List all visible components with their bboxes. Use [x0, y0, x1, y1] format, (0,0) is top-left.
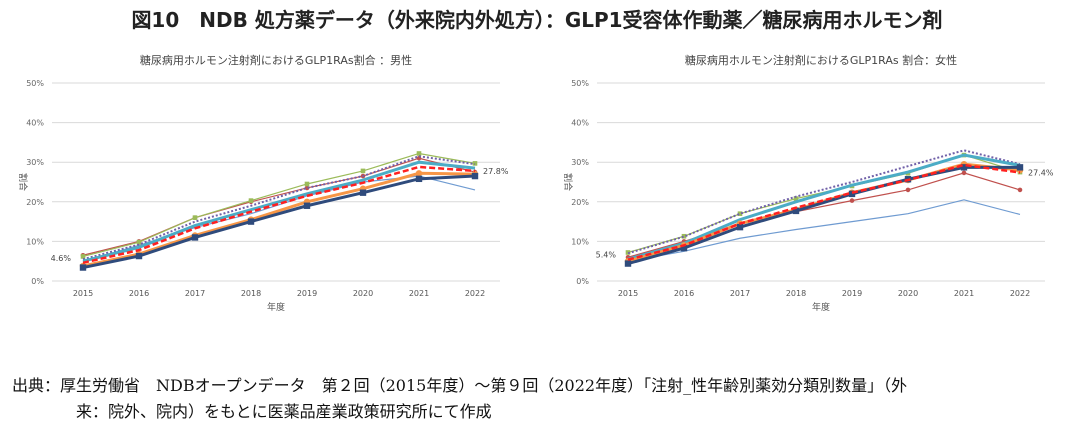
- source-line-1: 出典：厚生労働省 NDBオープンデータ 第２回（2015年度）〜第９回（2022…: [12, 376, 908, 395]
- data-point: [247, 218, 255, 225]
- chart-title: 糖尿病用ホルモン注射剤におけるGLP1RAs割合 ：男性: [140, 53, 412, 67]
- x-tick-label: 2021: [409, 289, 429, 298]
- y-tick-label: 40%: [26, 119, 44, 128]
- series-line: [82, 165, 476, 265]
- series-line: [627, 165, 1020, 266]
- data-point: [905, 187, 911, 193]
- series-line: [627, 199, 1021, 262]
- data-point: [624, 260, 632, 267]
- x-tick-label: 2022: [1010, 289, 1030, 298]
- data-point: [849, 198, 855, 203]
- data-point: [681, 233, 687, 239]
- y-axis-label: 割合: [17, 173, 29, 191]
- y-tick-label: 0%: [576, 277, 589, 286]
- series-line: [82, 155, 476, 261]
- data-point: [80, 254, 86, 259]
- x-tick-label: 2017: [185, 289, 205, 298]
- x-tick-label: 2021: [954, 289, 974, 298]
- y-tick-label: 50%: [26, 79, 44, 88]
- source-line-2: 来：院外、院内）をもとに医薬品産業政策研究所にて作成: [76, 402, 492, 421]
- data-point: [136, 239, 142, 245]
- y-axis-label: 割合: [562, 173, 574, 191]
- data-point: [471, 172, 479, 180]
- series-line: [82, 152, 476, 258]
- data-point: [848, 190, 856, 198]
- data-point: [960, 164, 968, 171]
- series-line: [82, 174, 476, 270]
- data-label-end: 27.4%: [1028, 168, 1054, 177]
- data-point: [736, 223, 744, 231]
- data-point: [248, 198, 254, 203]
- series-line: [82, 171, 476, 268]
- series-line: [627, 153, 1021, 261]
- x-tick-label: 2016: [129, 289, 149, 298]
- x-tick-label: 2017: [730, 289, 750, 298]
- series-line: [82, 160, 476, 263]
- y-tick-label: 30%: [571, 158, 589, 167]
- data-point: [415, 175, 423, 183]
- x-tick-label: 2019: [297, 289, 317, 298]
- data-label-end: 27.8%: [483, 167, 509, 176]
- x-tick-label: 2020: [353, 289, 373, 298]
- data-point: [680, 244, 688, 252]
- y-tick-label: 0%: [31, 277, 44, 286]
- data-point: [416, 151, 422, 156]
- data-label-start: 4.6%: [51, 254, 72, 263]
- x-tick-label: 2015: [618, 289, 638, 298]
- x-axis-label: 年度: [267, 301, 285, 313]
- data-point: [304, 181, 310, 187]
- data-point: [191, 234, 199, 241]
- series-line: [627, 163, 1021, 261]
- series-line: [82, 175, 476, 262]
- chart-female: 糖尿病用ホルモン注射剤におけるGLP1RAs 割合：女性 0% 10% 20% 30% 4…: [562, 53, 1054, 313]
- data-point: [1017, 187, 1023, 193]
- data-point: [1016, 164, 1024, 171]
- x-tick-label: 2022: [465, 289, 485, 298]
- data-point: [135, 252, 143, 260]
- x-tick-label: 2016: [674, 289, 694, 298]
- data-point: [359, 189, 367, 196]
- data-point: [961, 170, 967, 176]
- data-label-start: 5.4%: [596, 251, 617, 260]
- y-tick-label: 20%: [571, 198, 589, 207]
- figure-title: 図10 NDB 処方薬データ（外来院内外処方）：GLP1受容体作動薬／糖尿病用ホ…: [131, 8, 943, 32]
- data-point: [792, 207, 800, 215]
- y-tick-label: 40%: [571, 119, 589, 128]
- series-line: [627, 149, 1021, 255]
- x-tick-label: 2015: [73, 289, 93, 298]
- y-tick-label: 20%: [26, 198, 44, 207]
- y-tick-label: 30%: [26, 158, 44, 167]
- data-point: [303, 202, 311, 209]
- y-tick-label: 50%: [571, 79, 589, 88]
- data-point: [793, 196, 799, 201]
- chart-male: 糖尿病用ホルモン注射剤におけるGLP1RAs割合 ：男性 0% 10% 20% 30% 4…: [17, 53, 509, 313]
- x-axis-label: 年度: [812, 301, 830, 313]
- x-tick-label: 2018: [241, 289, 261, 298]
- x-tick-label: 2020: [898, 289, 918, 298]
- chart-title: 糖尿病用ホルモン注射剤におけるGLP1RAs 割合：女性: [685, 53, 957, 67]
- data-point: [192, 215, 198, 220]
- x-tick-label: 2019: [842, 289, 862, 298]
- series-line: [82, 157, 476, 256]
- x-tick-label: 2018: [786, 289, 806, 298]
- y-tick-label: 10%: [26, 237, 44, 246]
- y-tick-label: 10%: [571, 237, 589, 246]
- data-point: [79, 264, 87, 271]
- data-point: [360, 168, 366, 174]
- data-point: [415, 170, 423, 177]
- data-point: [737, 211, 743, 216]
